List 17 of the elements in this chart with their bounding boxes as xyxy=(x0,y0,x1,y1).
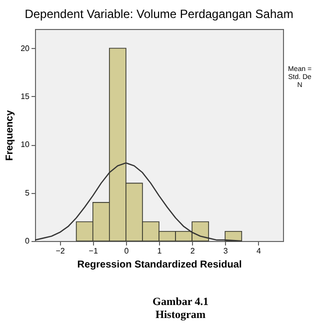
x-axis-title: Regression Standardized Residual xyxy=(77,260,242,270)
x-tick-label: 1 xyxy=(157,246,162,256)
text: Histogram xyxy=(154,309,207,322)
chart-title: Dependent Variable: Volume Perdagangan Saham xyxy=(24,7,294,21)
x-tick-label: 4 xyxy=(256,246,262,256)
x-tick-label: −2 xyxy=(56,246,66,256)
y-axis-title: Frequency xyxy=(4,110,16,161)
y-tick-label: 5 xyxy=(25,188,30,198)
y-tick-label: 0 xyxy=(25,236,30,246)
y-tick-label: 15 xyxy=(20,92,30,101)
x-tick-label: 0 xyxy=(124,246,130,256)
y-tick-label: 20 xyxy=(20,44,30,53)
x-tick-label: 2 xyxy=(190,246,196,256)
y-tick-label: 10 xyxy=(20,140,30,150)
text: Gambar 4.1 xyxy=(151,296,210,309)
x-tick-label: −1 xyxy=(88,246,98,256)
x-tick-label: 3 xyxy=(223,246,228,256)
